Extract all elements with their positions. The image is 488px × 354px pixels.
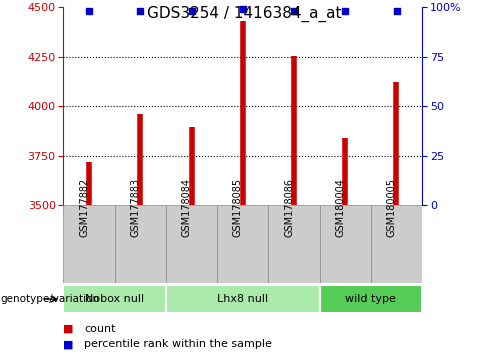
Text: GSM180005: GSM180005 <box>386 178 396 237</box>
Bar <box>320 205 371 283</box>
Text: wild type: wild type <box>346 294 396 304</box>
Bar <box>166 285 320 314</box>
Text: GSM178084: GSM178084 <box>182 178 191 237</box>
Bar <box>166 205 217 283</box>
Point <box>239 6 247 12</box>
Text: GSM180004: GSM180004 <box>335 178 346 237</box>
Text: count: count <box>84 324 116 334</box>
Bar <box>63 205 115 283</box>
Text: GSM177882: GSM177882 <box>79 178 89 237</box>
Text: Nobox null: Nobox null <box>85 294 144 304</box>
Text: genotype/variation: genotype/variation <box>0 294 100 304</box>
Text: GSM178085: GSM178085 <box>233 178 243 237</box>
Point <box>393 8 401 14</box>
Bar <box>268 205 320 283</box>
Point <box>188 8 196 14</box>
Text: GSM177883: GSM177883 <box>130 178 141 237</box>
Point <box>137 8 144 14</box>
Point <box>342 8 349 14</box>
Text: ■: ■ <box>63 339 74 349</box>
Text: percentile rank within the sample: percentile rank within the sample <box>84 339 272 349</box>
Text: Lhx8 null: Lhx8 null <box>217 294 268 304</box>
Bar <box>217 205 268 283</box>
Text: ■: ■ <box>63 324 74 334</box>
Text: GSM178086: GSM178086 <box>284 178 294 237</box>
Bar <box>63 285 166 314</box>
Point <box>85 8 93 14</box>
Text: GDS3254 / 1416384_a_at: GDS3254 / 1416384_a_at <box>147 5 341 22</box>
Bar <box>371 205 422 283</box>
Bar <box>320 285 422 314</box>
Bar <box>115 205 166 283</box>
Point <box>290 8 298 14</box>
